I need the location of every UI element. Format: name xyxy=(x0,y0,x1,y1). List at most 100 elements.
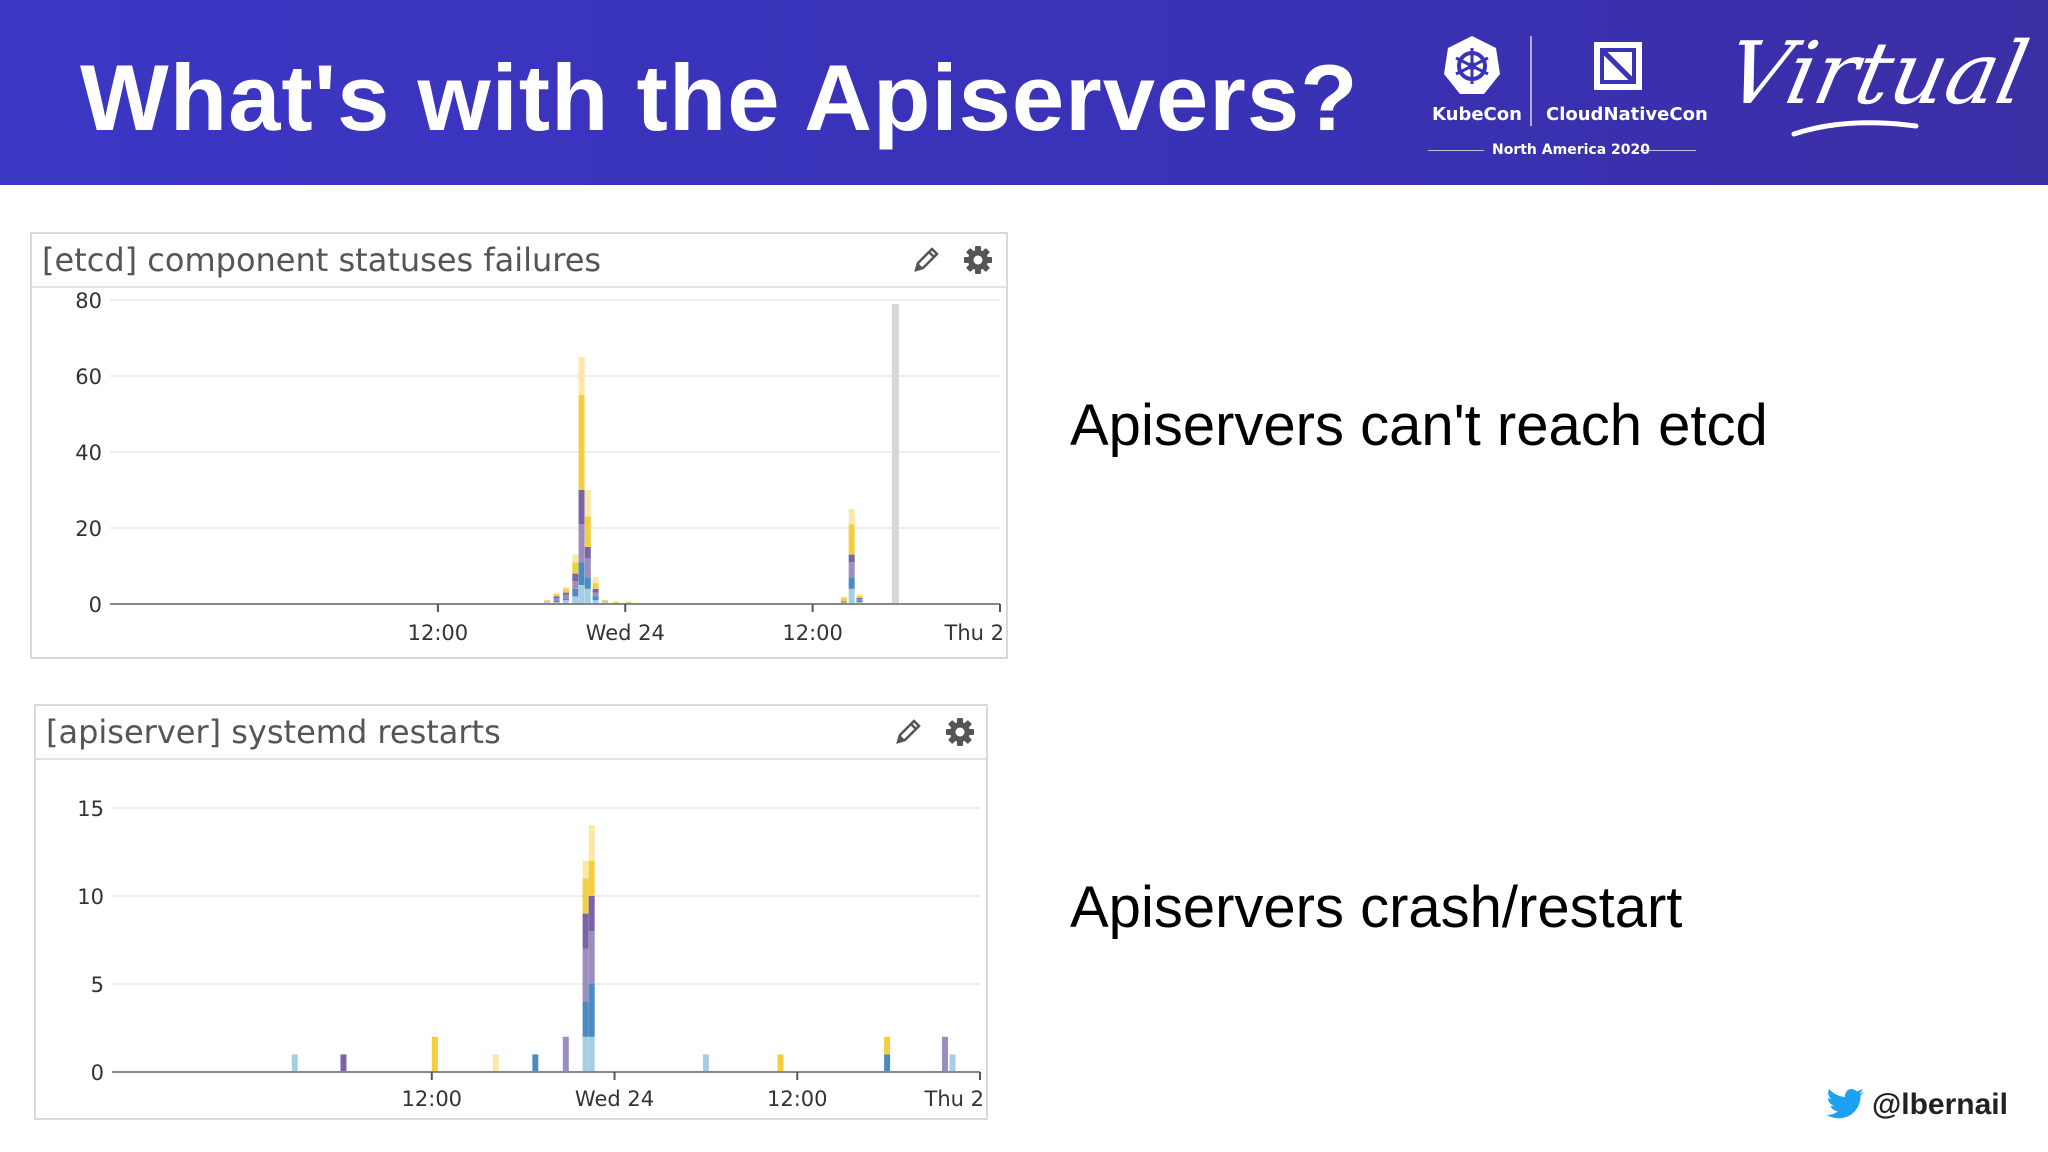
stacked-bar xyxy=(431,1036,438,1072)
bar-segment xyxy=(856,594,863,597)
bar-segment xyxy=(578,490,585,525)
bar-segment xyxy=(492,1054,499,1072)
stacked-bar xyxy=(291,1054,298,1072)
bar-segment xyxy=(848,524,855,555)
x-tick-label: Wed 24 xyxy=(586,621,665,645)
apiserver-restarts-chart: 0 5 10 15 12:00 Wed 24 12:00 Thu 2 xyxy=(77,797,984,1111)
bar-segment xyxy=(848,562,855,578)
x-tick-label: 12:00 xyxy=(402,1087,463,1111)
y-tick-label: 20 xyxy=(75,517,102,541)
bar-segment xyxy=(553,600,560,603)
bar-segment xyxy=(562,600,569,604)
bar-segment xyxy=(572,554,579,563)
bar-segment xyxy=(584,588,591,604)
pencil-icon[interactable] xyxy=(910,244,942,276)
x-tick-label: Wed 24 xyxy=(575,1087,654,1111)
bar-segment xyxy=(584,577,591,589)
bar-segment xyxy=(856,596,863,598)
bar-segment xyxy=(582,913,589,949)
bar-segment xyxy=(572,573,579,582)
bar-segment xyxy=(592,592,599,597)
stacked-bar xyxy=(592,577,599,604)
stacked-bar xyxy=(702,1054,709,1072)
bar-segment xyxy=(562,598,569,601)
bar-segment xyxy=(582,1036,589,1072)
gear-icon[interactable] xyxy=(962,244,994,276)
stacked-bar xyxy=(562,586,569,604)
x-tick-label: Thu 2 xyxy=(924,1087,984,1111)
bar-segment xyxy=(553,596,560,599)
twitter-handle[interactable]: @lbernail xyxy=(1826,1088,2008,1122)
kubernetes-helm-icon xyxy=(1444,36,1500,94)
bar-segment xyxy=(340,1054,347,1072)
stacked-bar xyxy=(856,594,863,604)
stacked-bar xyxy=(553,592,560,604)
bar-segment xyxy=(562,1036,569,1072)
bar-segment xyxy=(884,1036,891,1055)
bar-segment xyxy=(848,588,855,604)
bar-segment xyxy=(848,577,855,589)
bar-segment xyxy=(584,547,591,559)
bar-segment xyxy=(562,588,569,593)
cloudnativecon-logo: CloudNativeCon xyxy=(1540,30,1708,160)
bar-segment xyxy=(572,588,579,597)
bar-segment xyxy=(592,588,599,593)
event-subtitle-line: North America 2020 xyxy=(1428,142,1696,158)
bar-segment xyxy=(582,860,589,879)
kubecon-label: KubeCon xyxy=(1432,104,1522,125)
bar-segment xyxy=(578,395,585,490)
bar-segment xyxy=(856,597,863,600)
bar-segment xyxy=(582,948,589,1002)
y-tick-label: 80 xyxy=(75,289,102,313)
bar-segment xyxy=(584,558,591,578)
logo-divider xyxy=(1530,36,1532,126)
handle-text: @lbernail xyxy=(1872,1088,2008,1121)
stacked-bar xyxy=(340,1054,347,1072)
stacked-bar xyxy=(584,490,591,604)
y-tick-label: 5 xyxy=(91,973,104,997)
bar-segment xyxy=(544,600,551,603)
x-tick-label: 12:00 xyxy=(767,1087,828,1111)
bar-segment xyxy=(592,600,599,604)
bar-segment xyxy=(941,1036,948,1072)
y-tick-label: 15 xyxy=(77,797,104,821)
kubecon-logo: KubeCon xyxy=(1430,30,1560,160)
bar-segment xyxy=(601,600,608,603)
stacked-bar xyxy=(941,1036,948,1072)
bar-segment xyxy=(578,524,585,563)
stacked-bar xyxy=(578,357,585,604)
bar-segment xyxy=(588,1036,595,1072)
cloudnativecon-label: CloudNativeCon xyxy=(1546,104,1708,125)
bar-segment xyxy=(588,896,595,932)
gear-icon[interactable] xyxy=(944,716,976,748)
bar-segment xyxy=(592,577,599,584)
bar-segment xyxy=(592,596,599,601)
stacked-bar xyxy=(572,554,579,604)
bar-segment xyxy=(532,1054,539,1072)
stacked-bar xyxy=(848,509,855,604)
etcd-failures-panel: [etcd] component statuses failures 0 20 40… xyxy=(30,232,1008,659)
etcd-failures-chart: 0 20 40 60 80 12:00 Wed 24 12:00 Thu 2 xyxy=(75,289,1004,645)
bar-segment xyxy=(592,583,599,589)
bar-segment xyxy=(777,1054,784,1072)
bar-segment xyxy=(572,596,579,604)
bar-segment xyxy=(584,516,591,547)
bar-segment xyxy=(562,586,569,589)
y-tick-label: 0 xyxy=(91,1061,104,1085)
pencil-icon[interactable] xyxy=(892,716,924,748)
bar-segment xyxy=(949,1054,956,1072)
apiserver-restarts-panel: [apiserver] systemd restarts 0 5 10 15 12:00… xyxy=(34,704,988,1120)
bar-segment xyxy=(578,585,585,604)
bar-segment xyxy=(578,357,585,395)
bar-segment xyxy=(553,592,560,595)
bar-segment xyxy=(588,931,595,984)
bar-segment xyxy=(840,596,847,598)
stacked-bar xyxy=(884,1036,891,1072)
virtual-underline-icon xyxy=(1791,120,1919,137)
bar-segment xyxy=(291,1054,298,1072)
bar-segment xyxy=(562,594,569,599)
panel-title: [apiserver] systemd restarts xyxy=(36,706,986,760)
bar-segment xyxy=(588,984,595,1037)
bar-segment xyxy=(612,601,619,603)
x-tick-label: Thu 2 xyxy=(944,621,1004,645)
